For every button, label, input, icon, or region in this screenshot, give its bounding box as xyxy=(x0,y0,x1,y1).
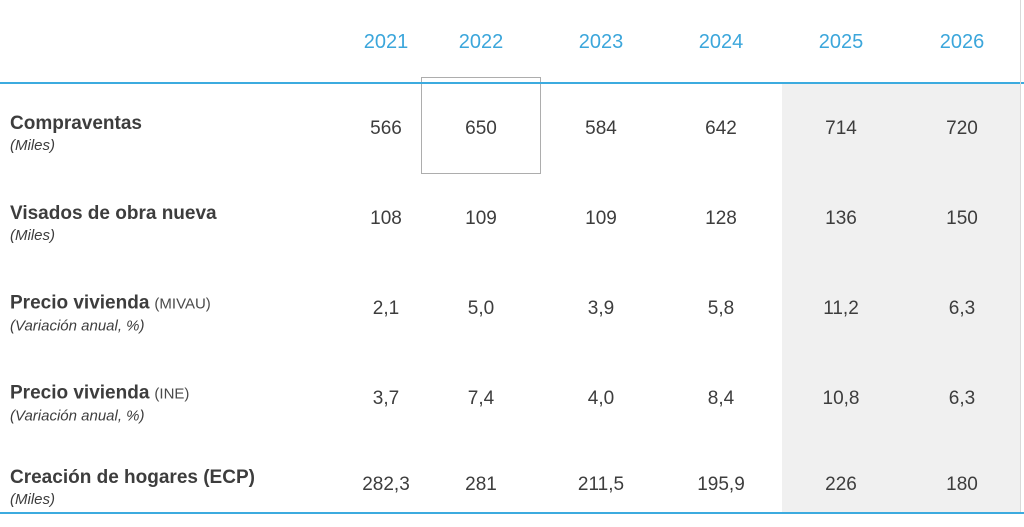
table-cell: 11,2 xyxy=(823,298,859,319)
row-title: Compraventas xyxy=(10,113,142,134)
table-cell: 128 xyxy=(705,208,737,229)
row-unit: (Miles) xyxy=(10,137,55,154)
table-cell: 642 xyxy=(705,118,737,139)
row-unit: (Variación anual, %) xyxy=(10,317,145,335)
column-header-2021: 2021 xyxy=(363,31,409,53)
table-cell: 226 xyxy=(825,474,857,495)
table-cell: 6,3 xyxy=(948,388,976,409)
row-label: Compraventas (Miles) xyxy=(10,112,142,156)
table-cell: 4,0 xyxy=(587,388,615,409)
table-cell: 714 xyxy=(825,118,857,139)
forecast-shaded-region xyxy=(782,84,1021,512)
column-header-2023: 2023 xyxy=(578,31,624,53)
table-cell: 5,0 xyxy=(467,298,495,319)
table-row-visados: Visados de obra nueva (Miles) 108 109 10… xyxy=(0,174,1024,264)
table-cell: 211,5 xyxy=(577,474,625,495)
table-cell: 566 xyxy=(370,118,402,139)
table-cell: 10,8 xyxy=(822,388,860,409)
row-title: Creación de hogares (ECP) xyxy=(10,467,255,488)
table-row-precio-mivau: Precio vivienda (MIVAU) (Variación anual,… xyxy=(0,264,1024,354)
row-unit: (Variación anual, %) xyxy=(10,407,145,425)
table-row-creacion-hogares: Creación de hogares (ECP) (Miles) 282,3 … xyxy=(0,444,1024,512)
table-cell: 720 xyxy=(946,118,978,139)
row-label: Precio vivienda (INE) (Variación anual, %… xyxy=(10,382,189,427)
column-header-2025: 2025 xyxy=(818,31,864,53)
table-cell: 109 xyxy=(465,208,497,229)
table-cell: 6,3 xyxy=(948,298,976,319)
column-header-2026: 2026 xyxy=(939,31,985,53)
table-cell: 180 xyxy=(946,474,978,495)
table-row-compraventas: Compraventas (Miles) 566 650 584 642 714… xyxy=(0,84,1024,174)
table-cell: 650 xyxy=(465,118,497,139)
table-cell: 8,4 xyxy=(707,388,735,409)
table-cell: 2,1 xyxy=(372,298,400,319)
row-label: Visados de obra nueva (Miles) xyxy=(10,202,217,246)
row-title: Precio vivienda (INE) xyxy=(10,382,190,404)
table-cell: 150 xyxy=(946,208,978,229)
table-cell: 109 xyxy=(585,208,617,229)
table-cell: 281 xyxy=(465,474,497,495)
table-row-precio-ine: Precio vivienda (INE) (Variación anual, %… xyxy=(0,354,1024,444)
column-header-2022: 2022 xyxy=(458,31,504,53)
table-cell: 136 xyxy=(825,208,857,229)
table-right-border xyxy=(1020,0,1021,512)
row-unit: (Miles) xyxy=(10,491,55,508)
table-cell: 282,3 xyxy=(362,474,410,495)
row-label: Creación de hogares (ECP) (Miles) xyxy=(10,466,255,510)
table-cell: 5,8 xyxy=(707,298,735,319)
bottom-divider-line xyxy=(0,512,1024,514)
column-header-2024: 2024 xyxy=(698,31,744,53)
row-title: Visados de obra nueva xyxy=(10,203,217,224)
row-label: Precio vivienda (MIVAU) (Variación anual,… xyxy=(10,292,211,337)
row-unit: (Miles) xyxy=(10,227,55,244)
table-cell: 3,9 xyxy=(587,298,615,319)
table-cell: 195,9 xyxy=(697,474,745,495)
table-cell: 7,4 xyxy=(467,388,495,409)
row-title: Precio vivienda (MIVAU) xyxy=(10,292,211,314)
header-divider-line xyxy=(0,82,1024,84)
table-cell: 108 xyxy=(370,208,402,229)
table-cell: 3,7 xyxy=(372,388,400,409)
highlighted-cell-box xyxy=(421,77,541,174)
table-cell: 584 xyxy=(585,118,617,139)
